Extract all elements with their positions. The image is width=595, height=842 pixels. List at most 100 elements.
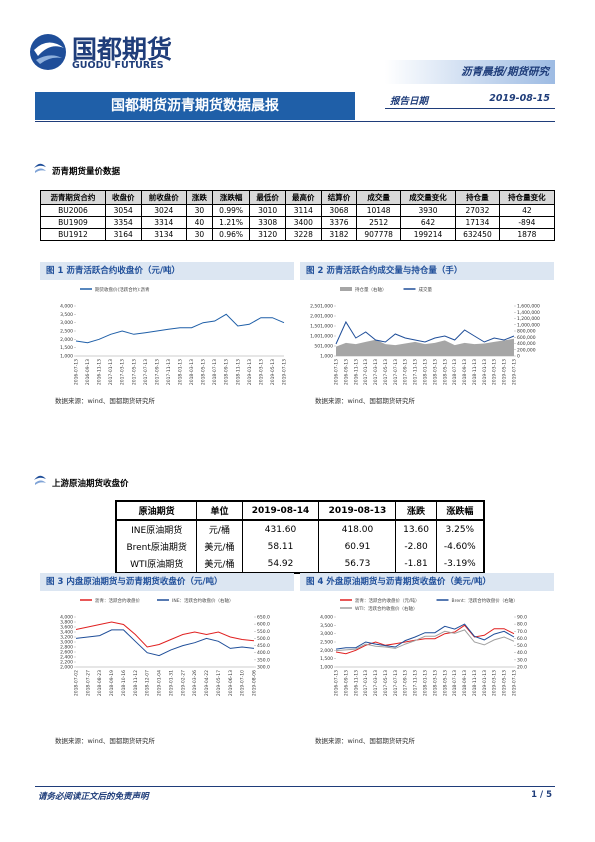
y-tick-label: 3,600 [60, 625, 73, 631]
x-tick-label: 2017-09-13 [403, 670, 409, 696]
table-cell: 3134 [140, 228, 187, 241]
y-tick-label: 3,400 [60, 630, 73, 636]
series-line [75, 629, 255, 657]
table-cell: 3164 [104, 228, 142, 241]
x-tick-label: 2018-09-13 [224, 359, 230, 385]
x-tick-label: 2019-05-13 [502, 670, 508, 696]
x-tick-label: 2018-03-13 [432, 670, 438, 696]
legend-label: 持仓量（右轴） [355, 286, 387, 293]
y-tick-label: 1,501,000 [310, 324, 333, 330]
logo-icon [30, 34, 66, 70]
x-tick-label: 2019-03-13 [492, 359, 498, 385]
y-tick-label: 2,200 [60, 660, 73, 666]
crude-table: 原油期货 单位 2019-08-14 2019-08-13 涨跌 涨跌幅 INE原油期货 元/… [115, 500, 485, 574]
y-tick-label: 4,000 [60, 615, 73, 621]
header-cell: 涨跌幅 [435, 501, 484, 521]
table-row: BU2006 3054 3024 30 0.99% 3010 3114 3068 10148 39… [40, 204, 556, 217]
header-cell: 涨跌幅 [211, 190, 251, 205]
y2-tick-label: 650.0 [257, 615, 270, 621]
y-tick-label: 2,800 [60, 645, 73, 651]
y-tick-label: 3,500 [60, 312, 73, 318]
x-tick-label: 2017-03-13 [120, 359, 126, 385]
x-tick-label: 2017-01-13 [108, 359, 114, 385]
header-cell: 单位 [196, 501, 243, 521]
x-tick-label: 2019-07-13 [512, 670, 518, 696]
table-cell: -2.80 [395, 538, 437, 555]
table-cell: 42 [498, 204, 556, 217]
header-cell: 2019-08-13 [318, 501, 396, 521]
x-tick-label: 2017-03-13 [373, 670, 379, 696]
x-tick-label: 2018-10-16 [121, 670, 127, 696]
x-tick-label: 2018-11-13 [472, 670, 478, 696]
y-tick-label: 3,800 [60, 620, 73, 626]
title-bar: 国都期货沥青期货数据晨报 [35, 92, 355, 120]
table-cell: 0.96% [211, 228, 251, 241]
header-cell: 2019-08-14 [241, 501, 319, 521]
table-cell: 30 [185, 204, 213, 217]
date: 2019-08-15 [489, 93, 550, 104]
table-cell: 3182 [320, 228, 358, 241]
table-cell: BU1909 [40, 216, 106, 229]
source: 数据来源：wind、国都期货研究所 [55, 737, 155, 745]
x-tick-label: 2019-01-04 [157, 670, 163, 696]
table-cell: 30 [185, 228, 213, 241]
x-tick-label: 2019-05-17 [216, 670, 222, 696]
figure: 图 2 沥青活跃合约成交量与持仓量（手） 持仓量（右轴） 成交量 1,000 501,0… [300, 262, 554, 398]
y2-tick-label: 1,000,000 [517, 322, 540, 328]
x-tick-label: 2019-05-13 [270, 359, 276, 385]
y-tick-label: 1,000 [320, 354, 333, 360]
y2-tick-label: 0 [517, 354, 520, 360]
y-tick-label: 501,000 [314, 344, 333, 350]
header-cell: 原油期货 [115, 501, 197, 521]
series-line [75, 621, 255, 648]
x-tick-label: 2019-03-26 [192, 670, 198, 696]
series-line [335, 320, 515, 345]
logo-text: 国都期货 [72, 35, 173, 64]
x-tick-label: 2018-11-13 [472, 359, 478, 385]
table-row: WTI原油期货 美元/桶 54.92 56.73 -1.81 -3.19% [115, 555, 484, 573]
table-cell: 54.92 [241, 555, 319, 573]
table-cell: 3400 [284, 216, 322, 229]
table-cell: 3.25% [435, 520, 484, 538]
x-tick-label: 2017-07-13 [393, 670, 399, 696]
table-cell: 3308 [249, 216, 286, 229]
section-icon [34, 163, 46, 173]
y-tick-label: 1,001,000 [310, 334, 333, 340]
table-cell: Brent原油期货 [115, 538, 197, 555]
figure: 图 4 外盘原油期货与沥青期货收盘价（美元/吨） 沥青：活跃合约收盘价（元/吨） B… [300, 573, 554, 709]
disclaimer: 请务必阅读正文后的免责声明 [38, 792, 149, 802]
series-line [75, 313, 285, 344]
date-label: 报告日期 [390, 96, 429, 107]
x-tick-label: 2016-09-13 [343, 670, 349, 696]
header-cell: 涨跌 [395, 501, 437, 521]
y-tick-label: 3,000 [60, 320, 73, 326]
x-tick-label: 2016-09-13 [343, 359, 349, 385]
header-row: 原油期货 单位 2019-08-14 2019-08-13 涨跌 涨跌幅 [115, 501, 484, 521]
y2-tick-label: 40.0 [517, 650, 527, 656]
table-cell: 13.60 [395, 520, 437, 538]
y-tick-label: 1,000 [60, 354, 73, 360]
table-cell: 3024 [140, 204, 187, 217]
legend-label: 成交量 [419, 286, 433, 293]
x-tick-label: 2019-04-22 [204, 670, 210, 696]
table-cell: 60.91 [318, 538, 396, 555]
x-tick-label: 2016-11-13 [353, 670, 359, 696]
table-cell: 907778 [356, 228, 401, 241]
table-cell: WTI原油期货 [115, 555, 197, 573]
header-cell: 最低价 [249, 190, 286, 205]
header-cell: 涨跌 [185, 190, 213, 205]
x-tick-label: 2018-03-13 [432, 359, 438, 385]
y2-tick-label: 300.0 [257, 665, 270, 671]
legend-label: WTI：活跃合约收盘价（右轴） [355, 605, 418, 612]
y-tick-label: 3,200 [60, 635, 73, 641]
x-tick-label: 2019-01-13 [482, 359, 488, 385]
section-heading: 上游原油期货收盘价 [52, 479, 129, 489]
y-tick-label: 2,501,000 [310, 304, 333, 310]
table-cell: -4.60% [435, 538, 484, 555]
y2-tick-label: 80.0 [517, 622, 527, 628]
logo-en: GUODU FUTURES [72, 60, 164, 71]
y2-tick-label: 50.0 [517, 643, 527, 649]
x-tick-label: 2019-07-10 [240, 670, 246, 696]
table-cell: 27032 [455, 204, 500, 217]
x-tick-label: 2018-09-13 [462, 359, 468, 385]
